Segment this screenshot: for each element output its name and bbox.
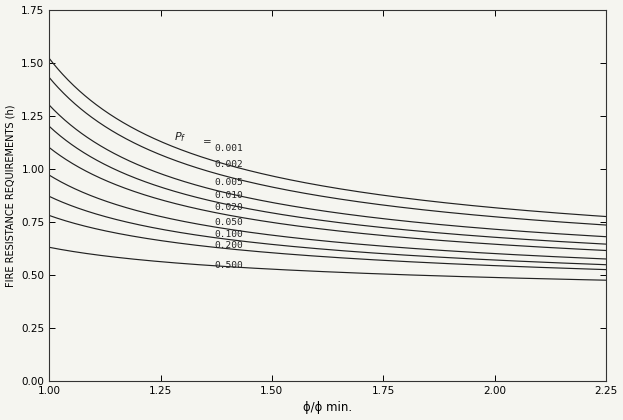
Text: 0.050: 0.050: [214, 218, 243, 227]
Text: 0.002: 0.002: [214, 160, 243, 169]
Text: 0.001: 0.001: [214, 144, 243, 153]
Y-axis label: FIRE RESISTANCE REQUIREMENTS (h): FIRE RESISTANCE REQUIREMENTS (h): [6, 104, 16, 286]
Text: =: =: [203, 136, 215, 147]
Text: 0.020: 0.020: [214, 203, 243, 212]
Text: $P_f$: $P_f$: [174, 130, 186, 144]
Text: 0.100: 0.100: [214, 230, 243, 239]
Text: 0.010: 0.010: [214, 191, 243, 200]
Text: 0.500: 0.500: [214, 261, 243, 270]
Text: 0.200: 0.200: [214, 241, 243, 250]
X-axis label: ϕ/ϕ min.: ϕ/ϕ min.: [303, 402, 352, 415]
Text: 0.005: 0.005: [214, 178, 243, 187]
